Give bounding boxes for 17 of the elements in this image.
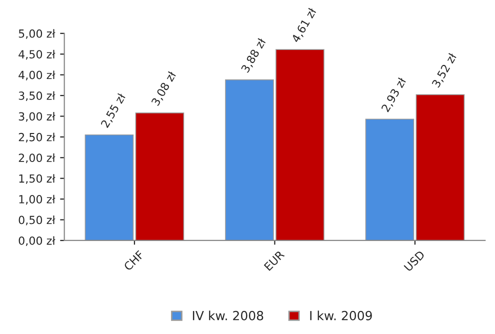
y-tick-label: 0,00 zł (18, 236, 56, 246)
y-tick-label: 4,50 zł (18, 50, 56, 60)
bar (135, 112, 184, 240)
y-tick-label: 3,00 zł (18, 112, 56, 122)
y-tick-label: 2,00 zł (18, 153, 56, 164)
legend-label: I kw. 2009 (310, 310, 372, 320)
bar (416, 94, 465, 240)
y-tick-label: 5,00 zł (18, 29, 56, 39)
bar (84, 134, 134, 240)
y-tick-label: 0,50 zł (18, 216, 56, 226)
y-tick-label: 1,50 zł (19, 174, 56, 184)
y-tick-label: 1,00 zł (19, 194, 56, 205)
legend-label: IV kw. 2008 (192, 310, 264, 320)
bar (365, 118, 414, 240)
y-tick-label: 2,50 zł (18, 132, 56, 142)
y-tick-label: 4,00 zł (18, 70, 56, 80)
y-tick-label: 3,50 zł (18, 91, 56, 102)
